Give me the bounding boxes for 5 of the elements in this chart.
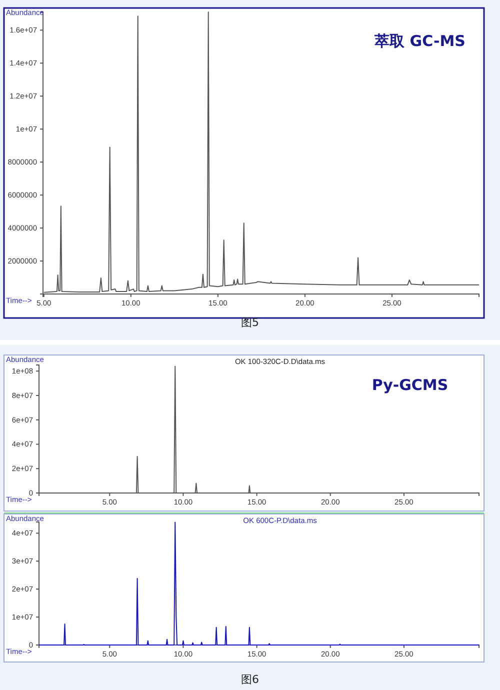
annotation: Py-GCMS bbox=[372, 376, 448, 394]
line-series bbox=[38, 522, 480, 646]
caption: 图5 bbox=[241, 316, 259, 329]
annotation: 萃取 GC-MS bbox=[374, 32, 466, 50]
caption: 图6 bbox=[241, 673, 259, 686]
